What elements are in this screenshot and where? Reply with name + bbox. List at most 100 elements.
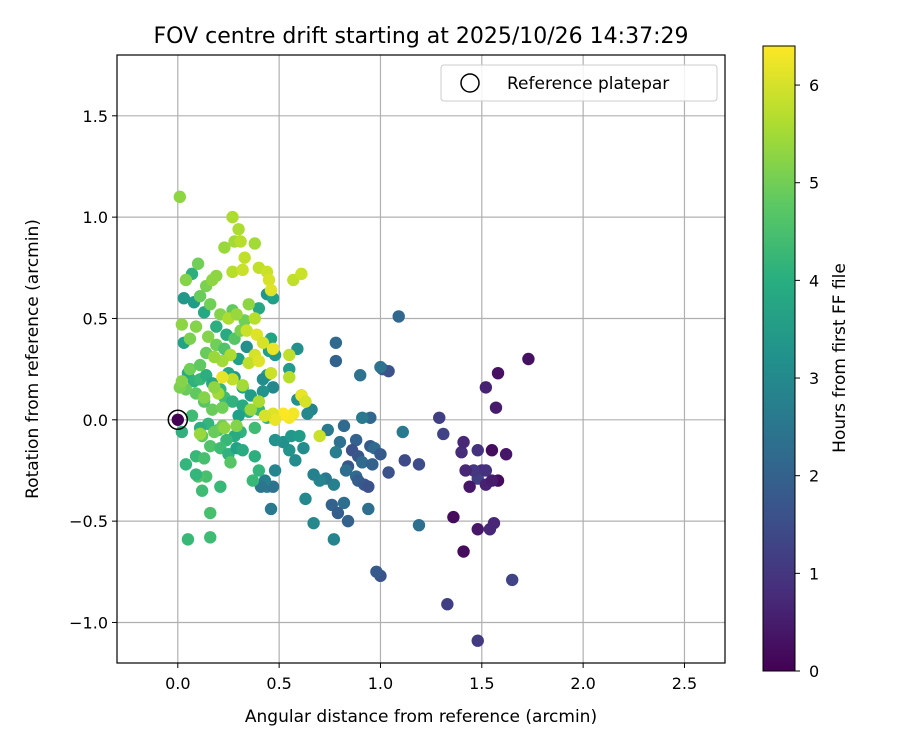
colorbar: 0 1 2 3 4 5 6 Hours from first FF file [762, 45, 850, 681]
data-point [293, 429, 306, 443]
data-point [216, 401, 229, 414]
plot-frame [116, 54, 726, 664]
data-point [479, 381, 493, 394]
data-point [197, 452, 211, 465]
data-point [256, 385, 270, 398]
chart-title: FOV centre drift starting at 2025/10/26 … [154, 24, 689, 49]
data-point [226, 373, 239, 386]
data-point [179, 458, 193, 471]
data-point [337, 496, 351, 510]
data-point [283, 348, 296, 362]
data-point [283, 371, 296, 384]
data-point [171, 413, 184, 426]
data-point [193, 358, 207, 372]
data-point [349, 433, 363, 447]
data-point [246, 474, 259, 487]
data-point [374, 448, 387, 461]
y-tick-label: 0.0 [83, 411, 108, 430]
y-tick-label: 1.0 [83, 208, 108, 227]
y-axis-ticks: −1.0 −0.5 0.0 0.5 1.0 1.5 [69, 107, 117, 632]
y-tick-label: 0.5 [83, 309, 108, 328]
x-tick-label: 1.0 [368, 674, 393, 693]
data-point [471, 523, 484, 536]
data-point [366, 458, 379, 471]
data-point [447, 510, 460, 524]
data-point [307, 468, 320, 481]
data-point [264, 283, 278, 297]
data-point [333, 435, 347, 449]
data-point [264, 366, 278, 380]
data-point [455, 446, 468, 459]
data-point [331, 506, 345, 520]
data-point [193, 427, 207, 441]
y-axis-label: Rotation from reference (arcmin) [23, 219, 43, 499]
data-point [479, 464, 493, 477]
data-point [248, 421, 262, 435]
data-point [252, 464, 266, 477]
data-point [173, 190, 187, 204]
data-point [412, 518, 426, 532]
data-point [244, 403, 257, 416]
x-tick-label: 2.0 [570, 674, 595, 693]
data-point [471, 444, 484, 457]
data-point [193, 289, 207, 303]
y-tick-label: −1.0 [69, 613, 108, 632]
data-point [258, 409, 272, 422]
data-point [197, 391, 211, 404]
data-point [268, 464, 282, 477]
legend-box [440, 64, 718, 102]
data-point [329, 336, 343, 349]
data-point [297, 441, 310, 455]
data-point [362, 502, 375, 516]
data-point [337, 419, 351, 433]
reference-marker-group [167, 409, 189, 431]
colorbar-tick-label: 2 [809, 467, 819, 486]
data-point [268, 413, 282, 426]
legend-label: Reference platepar [507, 74, 669, 94]
colorbar-tick-label: 4 [809, 271, 819, 290]
data-point [226, 395, 239, 408]
data-point [218, 421, 231, 435]
data-point [382, 466, 395, 479]
data-point [210, 269, 223, 283]
data-point [485, 474, 499, 487]
data-point [471, 634, 484, 647]
x-tick-label: 1.5 [469, 674, 494, 693]
data-point [240, 324, 253, 337]
data-point [374, 360, 387, 374]
data-point [266, 381, 280, 394]
data-point [485, 444, 499, 457]
data-point [459, 464, 472, 477]
data-point [177, 292, 191, 305]
x-tick-label: 0.5 [266, 674, 291, 693]
data-point [252, 302, 266, 315]
data-point [392, 310, 405, 323]
data-point [234, 235, 247, 248]
data-point [185, 409, 199, 422]
data-point [189, 468, 203, 481]
x-axis-label: Angular distance from reference (arcmin) [245, 707, 597, 727]
data-point [262, 273, 276, 287]
data-point [457, 545, 470, 558]
data-point [266, 342, 280, 356]
data-point [236, 379, 249, 392]
data-point [208, 350, 221, 364]
data-point [329, 354, 343, 368]
data-point [181, 533, 195, 546]
colorbar-tick-label: 0 [809, 662, 819, 681]
data-point [437, 427, 450, 441]
y-tick-label: −0.5 [69, 512, 108, 531]
colorbar-tick-label: 6 [809, 76, 819, 95]
legend: Reference platepar [440, 64, 718, 102]
data-point [216, 371, 229, 384]
data-point [214, 480, 227, 493]
x-tick-label: 2.5 [672, 674, 697, 693]
data-point [313, 429, 326, 443]
data-point [206, 403, 219, 416]
data-point [208, 381, 221, 394]
colorbar-label: Hours from first FF file [830, 263, 850, 453]
data-point [236, 444, 249, 457]
data-point [218, 241, 231, 254]
data-point [329, 446, 343, 459]
